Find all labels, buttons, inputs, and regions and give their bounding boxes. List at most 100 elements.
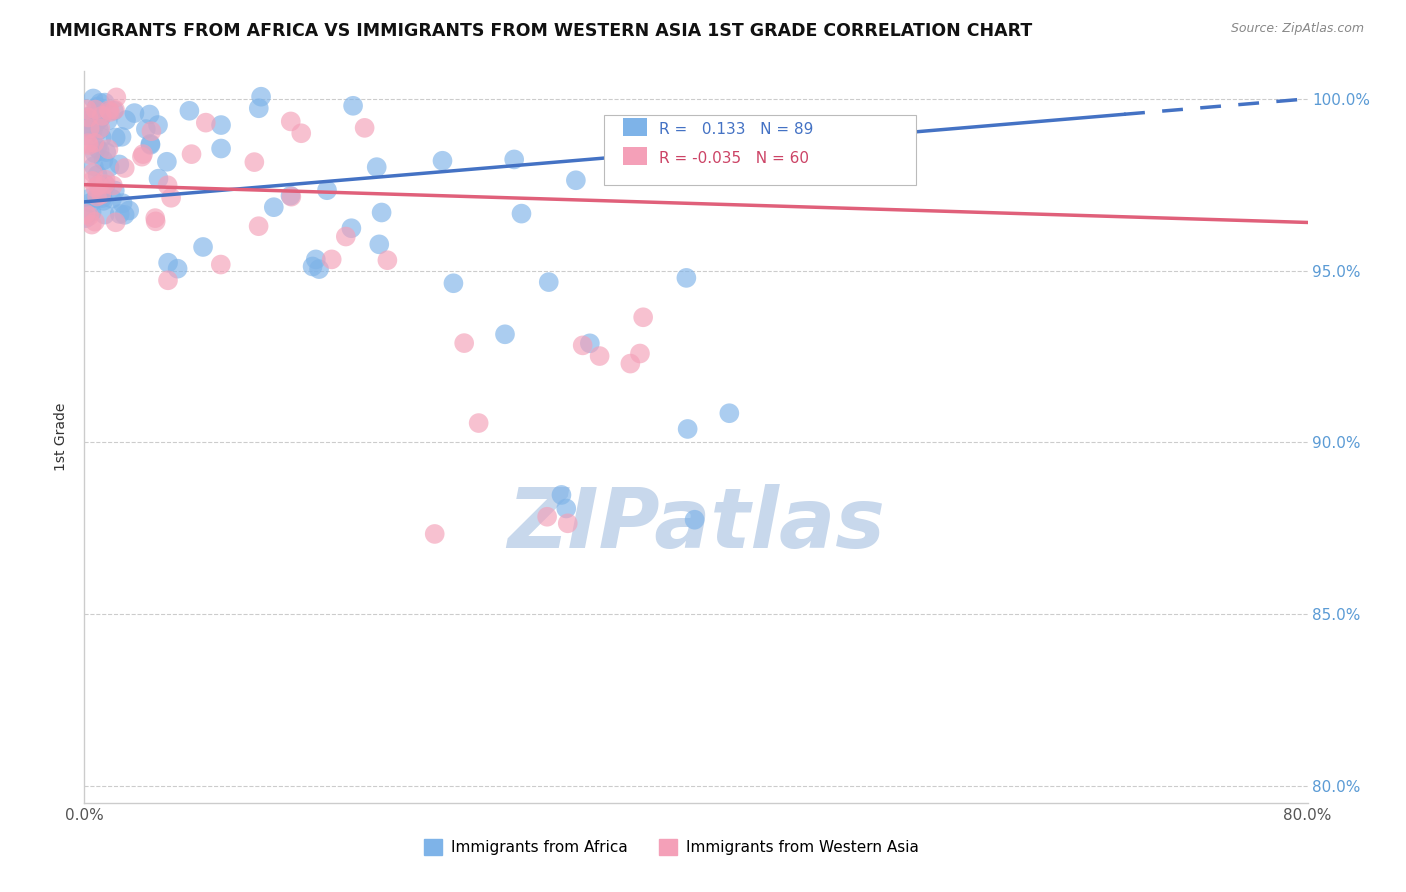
Point <box>94 177 117 191</box>
Point <box>104 215 127 229</box>
Point <box>89 121 111 136</box>
Point <box>247 219 270 234</box>
Point <box>718 406 741 420</box>
Point <box>280 189 302 203</box>
Point <box>87 123 110 137</box>
Point <box>86 100 108 114</box>
Point <box>308 262 330 277</box>
Point <box>160 191 183 205</box>
Point <box>353 120 375 135</box>
Point <box>114 208 136 222</box>
Point <box>131 150 153 164</box>
Text: R =   0.133   N = 89: R = 0.133 N = 89 <box>659 121 814 136</box>
Point <box>98 104 121 119</box>
Point <box>97 113 120 128</box>
Point <box>557 516 579 531</box>
Point <box>83 146 105 161</box>
Text: ZIPatlas: ZIPatlas <box>508 484 884 566</box>
Point <box>94 172 117 186</box>
Point <box>340 221 363 235</box>
Point <box>366 160 388 174</box>
Point <box>143 211 166 226</box>
Point <box>97 103 120 118</box>
Point <box>75 112 97 126</box>
Point <box>676 422 699 436</box>
Point <box>368 237 391 252</box>
Point <box>191 240 214 254</box>
Point <box>139 136 162 151</box>
Point <box>90 130 112 145</box>
Point <box>156 273 179 287</box>
Point <box>209 258 232 272</box>
Point <box>423 527 446 541</box>
Point <box>93 208 115 222</box>
Point <box>104 103 127 117</box>
Point <box>536 509 558 524</box>
Point <box>675 271 697 285</box>
Point <box>87 178 110 193</box>
Point <box>683 513 706 527</box>
Point <box>565 173 588 187</box>
Text: IMMIGRANTS FROM AFRICA VS IMMIGRANTS FROM WESTERN ASIA 1ST GRADE CORRELATION CHA: IMMIGRANTS FROM AFRICA VS IMMIGRANTS FRO… <box>49 22 1032 40</box>
Point <box>75 113 97 128</box>
Point <box>301 260 323 274</box>
Point <box>82 91 104 105</box>
Point <box>139 137 162 152</box>
Point <box>79 191 101 205</box>
FancyBboxPatch shape <box>623 147 647 165</box>
Point <box>148 171 170 186</box>
Point <box>111 196 134 211</box>
Point <box>86 189 108 203</box>
Point <box>588 349 610 363</box>
Point <box>86 168 108 182</box>
Point <box>243 155 266 169</box>
Point <box>247 101 270 115</box>
Point <box>146 118 169 132</box>
Point <box>628 346 651 360</box>
Point <box>90 111 112 125</box>
Point <box>77 111 100 125</box>
Point <box>82 123 104 137</box>
Point <box>579 336 602 351</box>
Point <box>80 205 103 219</box>
Point <box>503 153 526 167</box>
Point <box>84 180 107 194</box>
Point <box>84 214 107 228</box>
Point <box>118 203 141 218</box>
Point <box>510 206 533 220</box>
Point <box>83 159 105 173</box>
Point <box>75 211 97 226</box>
Point <box>90 178 112 193</box>
Point <box>280 114 302 128</box>
Point <box>90 187 112 202</box>
Point <box>89 144 111 158</box>
Text: Source: ZipAtlas.com: Source: ZipAtlas.com <box>1230 22 1364 36</box>
Point <box>93 153 115 168</box>
Point <box>91 191 114 205</box>
Point <box>82 166 104 180</box>
Point <box>537 275 560 289</box>
Point <box>441 277 464 291</box>
Text: R = -0.035   N = 60: R = -0.035 N = 60 <box>659 151 810 166</box>
Point <box>156 178 179 193</box>
Point <box>432 153 454 168</box>
Point <box>97 142 120 156</box>
Point <box>132 147 155 161</box>
Point <box>138 107 160 121</box>
Point <box>180 147 202 161</box>
Point <box>166 261 188 276</box>
Point <box>453 336 475 351</box>
Y-axis label: 1st Grade: 1st Grade <box>55 403 69 471</box>
Point <box>82 174 104 188</box>
Point <box>86 115 108 129</box>
Point <box>77 209 100 223</box>
Point <box>101 178 124 193</box>
Point <box>76 128 98 143</box>
Point <box>194 115 217 129</box>
Point <box>108 207 131 221</box>
Point <box>98 160 121 174</box>
Point <box>93 194 115 208</box>
Point <box>103 103 125 118</box>
Legend: Immigrants from Africa, Immigrants from Western Asia: Immigrants from Africa, Immigrants from … <box>418 833 925 861</box>
Point <box>631 310 654 325</box>
